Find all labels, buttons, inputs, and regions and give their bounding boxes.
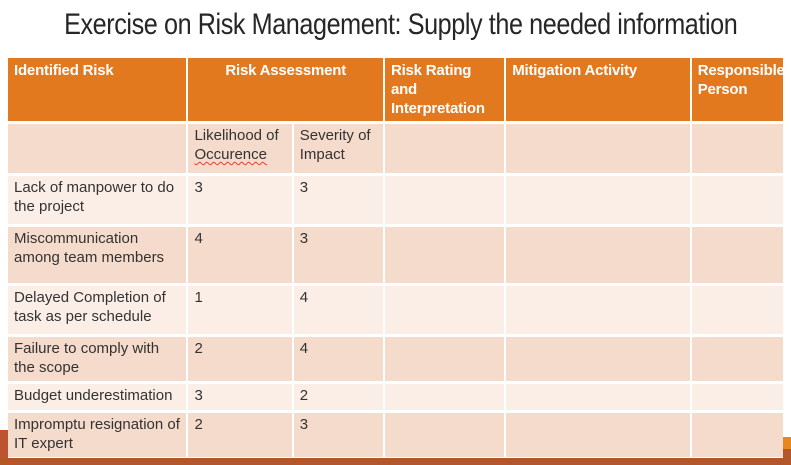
risk-cell: Delayed Completion of task as per schedu… xyxy=(8,286,187,335)
slide-title: Exercise on Risk Management: Supply the … xyxy=(0,8,791,42)
risk-cell: Failure to comply with the scope xyxy=(8,337,187,381)
empty-cell xyxy=(8,124,187,174)
severity-cell: 3 xyxy=(293,176,383,225)
empty-cell xyxy=(384,412,505,457)
likelihood-cell: 1 xyxy=(188,286,292,335)
slide-accent-right-orange-square xyxy=(783,437,791,449)
empty-cell xyxy=(384,383,505,410)
table-subheader-row: Likelihood of Occurence Severity of Impac… xyxy=(8,124,783,174)
empty-cell xyxy=(691,337,783,381)
header-cell-mitigation-activity: Mitigation Activity xyxy=(506,58,690,122)
empty-cell xyxy=(506,227,690,284)
empty-cell xyxy=(384,286,505,335)
severity-cell: 3 xyxy=(293,412,383,457)
empty-cell xyxy=(384,176,505,225)
table-row: Budget underestimation 3 2 xyxy=(8,383,783,410)
table-row: Lack of manpower to do the project 3 3 xyxy=(8,176,783,225)
empty-cell xyxy=(691,383,783,410)
subheader-cell-likelihood: Likelihood of Occurence xyxy=(188,124,292,174)
table-row: Delayed Completion of task as per schedu… xyxy=(8,286,783,335)
likelihood-cell: 2 xyxy=(188,337,292,381)
likelihood-cell: 2 xyxy=(188,412,292,457)
risk-cell: Lack of manpower to do the project xyxy=(8,176,187,225)
likelihood-label: Likelihood of xyxy=(194,127,279,145)
severity-cell: 3 xyxy=(293,227,383,284)
empty-cell xyxy=(691,176,783,225)
severity-cell: 4 xyxy=(293,286,383,335)
risk-cell: Impromptu resignation of IT expert xyxy=(8,412,187,457)
header-cell-identified-risk: Identified Risk xyxy=(8,58,187,122)
empty-cell xyxy=(384,124,505,174)
empty-cell xyxy=(384,227,505,284)
table-row: Impromptu resignation of IT expert 2 3 xyxy=(8,412,783,457)
empty-cell xyxy=(506,124,690,174)
empty-cell xyxy=(691,412,783,457)
risk-cell: Budget underestimation xyxy=(8,383,187,410)
likelihood-misspelled-word: Occurence xyxy=(194,146,267,163)
header-cell-risk-assessment: Risk Assessment xyxy=(188,58,383,122)
empty-cell xyxy=(691,124,783,174)
empty-cell xyxy=(384,337,505,381)
header-cell-responsible-person: Responsible Person xyxy=(691,58,783,122)
empty-cell xyxy=(691,286,783,335)
table-row: Miscommunication among team members 4 3 xyxy=(8,227,783,284)
table-header-row: Identified Risk Risk Assessment Risk Rat… xyxy=(8,58,783,122)
empty-cell xyxy=(506,337,690,381)
header-cell-risk-rating: Risk Rating and Interpretation xyxy=(384,58,505,122)
subheader-cell-severity: Severity of Impact xyxy=(293,124,383,174)
likelihood-cell: 3 xyxy=(188,176,292,225)
empty-cell xyxy=(506,412,690,457)
likelihood-cell: 3 xyxy=(188,383,292,410)
severity-cell: 4 xyxy=(293,337,383,381)
slide-title-text: Exercise on Risk Management: Supply the … xyxy=(64,8,738,41)
empty-cell xyxy=(506,286,690,335)
slide-bottom-bar xyxy=(0,458,791,465)
severity-cell: 2 xyxy=(293,383,383,410)
table-row: Failure to comply with the scope 2 4 xyxy=(8,337,783,381)
risk-cell: Miscommunication among team members xyxy=(8,227,187,284)
empty-cell xyxy=(506,176,690,225)
empty-cell xyxy=(691,227,783,284)
slide-accent-right-brick-strip xyxy=(783,449,791,465)
risk-table: Identified Risk Risk Assessment Risk Rat… xyxy=(6,55,785,465)
likelihood-cell: 4 xyxy=(188,227,292,284)
slide-accent-left-strip xyxy=(0,430,8,465)
empty-cell xyxy=(506,383,690,410)
